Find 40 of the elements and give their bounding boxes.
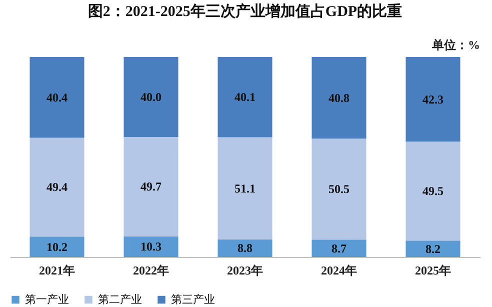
bar — [30, 57, 84, 138]
bar — [218, 137, 272, 240]
legend-label: 第三产业 — [171, 292, 215, 306]
x-tick-label: 2022年 — [133, 264, 169, 278]
x-tick-label: 2023年 — [227, 264, 263, 278]
data-label: 8.7 — [332, 241, 346, 256]
bar — [312, 57, 366, 139]
bar — [312, 138, 366, 240]
data-label: 10.3 — [140, 240, 162, 254]
bar — [218, 57, 272, 138]
bar — [124, 236, 178, 257]
bar — [30, 236, 84, 257]
data-label: 49.4 — [46, 180, 68, 194]
data-label: 49.5 — [422, 184, 444, 198]
data-label: 40.4 — [46, 90, 68, 104]
bar — [406, 240, 460, 257]
legend-label: 第二产业 — [98, 292, 142, 306]
bar — [30, 138, 84, 237]
data-label: 40.8 — [328, 90, 350, 105]
bar — [406, 142, 460, 241]
x-tick-label: 2024年 — [321, 264, 357, 278]
data-label: 49.7 — [140, 180, 162, 194]
bar — [406, 57, 460, 142]
chart-title: 图2：2021-2025年三次产业增加值占GDP的比重 — [88, 3, 402, 20]
data-label: 8.2 — [426, 242, 440, 256]
text: 单位：% — [431, 38, 480, 52]
bar — [124, 57, 178, 137]
data-label: 42.3 — [422, 92, 444, 106]
data-label: 40.1 — [234, 90, 256, 104]
x-tick-label: 2025年 — [415, 264, 451, 278]
bar — [218, 239, 272, 257]
data-label: 50.5 — [328, 182, 350, 196]
bar — [124, 137, 178, 236]
x-tick-label: 2021年 — [39, 264, 75, 278]
data-label: 40.0 — [140, 90, 162, 104]
data-label: 8.8 — [238, 241, 252, 256]
data-label: 10.2 — [46, 240, 68, 254]
legend-label: 第一产业 — [25, 292, 69, 306]
bar — [312, 240, 366, 257]
data-label: 51.1 — [234, 181, 256, 196]
